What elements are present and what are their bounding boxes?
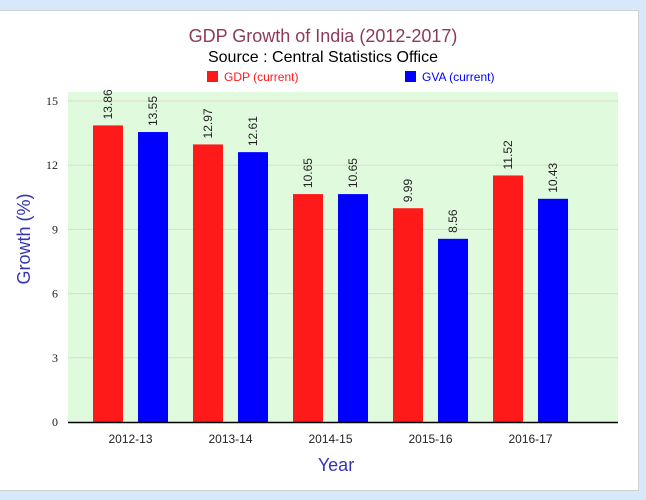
data-label: 9.99 bbox=[401, 179, 415, 203]
bar-gdp[interactable] bbox=[293, 194, 323, 422]
x-axis-ticks: 2012-13 2013-14 2014-15 2015-16 2016-17 bbox=[108, 432, 552, 446]
y-axis-ticks: 0 3 6 9 12 15 bbox=[46, 94, 58, 429]
x-tick-label: 2013-14 bbox=[208, 432, 252, 446]
y-tick-label: 12 bbox=[46, 158, 58, 172]
data-label: 13.55 bbox=[146, 96, 160, 126]
data-label: 12.97 bbox=[201, 108, 215, 138]
x-tick-label: 2012-13 bbox=[108, 432, 152, 446]
bar-gdp[interactable] bbox=[193, 144, 223, 422]
data-label: 8.56 bbox=[446, 209, 460, 233]
data-label: 10.65 bbox=[346, 158, 360, 188]
data-label: 10.43 bbox=[546, 162, 560, 192]
data-label: 12.61 bbox=[246, 116, 260, 146]
bar-gva[interactable] bbox=[438, 238, 468, 422]
legend-swatch bbox=[207, 71, 218, 82]
bar-gva[interactable] bbox=[238, 152, 268, 422]
chart-svg: GDP Growth of India (2012-2017) Source :… bbox=[14, 26, 618, 475]
x-tick-label: 2014-15 bbox=[308, 432, 352, 446]
legend-item[interactable]: GDP (current) bbox=[224, 70, 298, 84]
bar-gva[interactable] bbox=[138, 132, 168, 422]
chart-title: GDP Growth of India (2012-2017) bbox=[189, 26, 458, 46]
y-tick-label: 9 bbox=[52, 222, 58, 236]
bar-gdp[interactable] bbox=[393, 208, 423, 422]
legend: GDP (current) GVA (current) bbox=[207, 70, 494, 84]
bar-gva[interactable] bbox=[538, 198, 568, 422]
y-tick-label: 0 bbox=[52, 415, 58, 429]
data-label: 11.52 bbox=[501, 140, 515, 169]
bar-gdp[interactable] bbox=[93, 125, 123, 423]
y-axis-title: Growth (%) bbox=[14, 193, 34, 284]
chart-panel: GDP Growth of India (2012-2017) Source :… bbox=[0, 10, 639, 491]
data-label: 10.65 bbox=[301, 158, 315, 188]
x-tick-label: 2015-16 bbox=[408, 432, 452, 446]
x-axis-title: Year bbox=[318, 455, 354, 475]
legend-swatch bbox=[405, 71, 416, 82]
chart-subtitle: Source : Central Statistics Office bbox=[208, 49, 438, 66]
y-tick-label: 15 bbox=[46, 94, 58, 108]
data-label: 13.86 bbox=[101, 89, 115, 119]
y-tick-label: 6 bbox=[52, 287, 58, 301]
x-tick-label: 2016-17 bbox=[508, 432, 552, 446]
bars: 13.86 13.55 12.97 12.61 10.65 10.65 9.99 8.56 11… bbox=[93, 89, 568, 423]
bar-gdp[interactable] bbox=[493, 175, 523, 422]
y-tick-label: 3 bbox=[52, 351, 58, 365]
legend-item[interactable]: GVA (current) bbox=[422, 70, 494, 84]
bar-gva[interactable] bbox=[338, 194, 368, 422]
